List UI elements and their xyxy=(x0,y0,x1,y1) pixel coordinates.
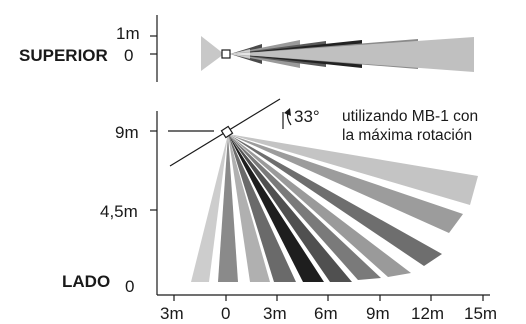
top-beam-inner-a xyxy=(230,49,250,59)
side-beam-9 xyxy=(228,134,442,266)
x-tick-label-3m-left: 3m xyxy=(160,304,184,323)
y-tick-label-9m: 9m xyxy=(115,123,139,142)
side-beam-8 xyxy=(228,134,411,277)
side-beam-2 xyxy=(218,134,238,282)
top-view-label: SUPERIOR xyxy=(19,46,108,65)
side-beam-7 xyxy=(228,134,381,280)
angle-arrow-head xyxy=(284,108,291,116)
x-tick-label-15m: 15m xyxy=(464,304,497,323)
x-tick-label-12m: 12m xyxy=(411,304,444,323)
top-view-tick-label-1m: 1m xyxy=(116,24,140,43)
top-view-sensor xyxy=(221,49,231,59)
top-beam-6 xyxy=(230,37,474,72)
side-beam-4 xyxy=(228,134,296,282)
top-beam-rear xyxy=(201,36,224,71)
top-view-tick-label-0: 0 xyxy=(124,46,133,65)
x-tick-label-3m: 3m xyxy=(263,304,287,323)
side-view-sensor xyxy=(220,125,234,139)
side-beam-3 xyxy=(228,134,270,282)
side-beam-1 xyxy=(191,134,228,282)
side-view-label: LADO xyxy=(62,272,110,291)
x-tick-label-0: 0 xyxy=(221,304,230,323)
side-beam-6 xyxy=(228,134,352,282)
y-tick-label-0: 0 xyxy=(125,277,134,296)
note-line-2: la máxima rotación xyxy=(342,127,472,144)
side-beam-5 xyxy=(228,134,324,282)
x-tick-label-9m: 9m xyxy=(366,304,390,323)
top-view-beams xyxy=(201,36,474,72)
angle-label: 33° xyxy=(294,107,320,126)
side-beam-10 xyxy=(228,134,463,233)
x-tick-label-6m: 6m xyxy=(314,304,338,323)
top-view: 1m 0 SUPERIOR xyxy=(19,15,474,82)
side-view: 33° utilizando MB-1 con la máxima rotaci… xyxy=(62,98,497,323)
side-view-beams xyxy=(191,134,478,282)
note-line-1: utilizando MB-1 con xyxy=(342,108,478,125)
side-beam-11 xyxy=(228,134,478,205)
y-tick-label-4-5m: 4,5m xyxy=(100,202,138,221)
